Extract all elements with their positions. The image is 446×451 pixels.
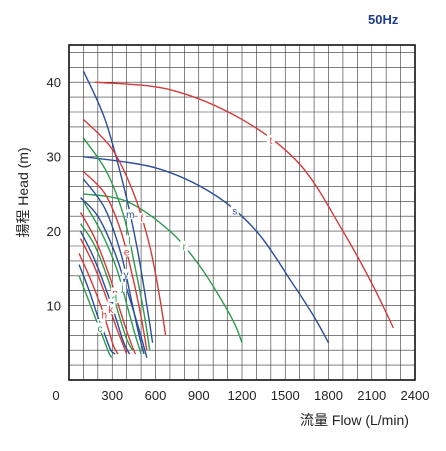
curve-label: f bbox=[140, 214, 143, 225]
plot-frame bbox=[68, 44, 416, 381]
curve-label-bg bbox=[118, 281, 127, 292]
pump-curves bbox=[78, 70, 395, 359]
x-tick-label: 900 bbox=[188, 388, 210, 403]
curve-label: s bbox=[232, 207, 237, 218]
curve-label-bg bbox=[106, 304, 115, 315]
curve-label-bg bbox=[107, 298, 116, 309]
curve-label: e bbox=[124, 247, 130, 258]
curve-label: y bbox=[123, 270, 128, 281]
x-axis-label: 流量 Flow (L/min) bbox=[300, 412, 409, 428]
curve-label-bg bbox=[100, 309, 109, 320]
curve-label: m bbox=[126, 210, 134, 221]
curve-label-bg bbox=[180, 240, 189, 251]
curve-labels: tsrmfleyjndzkhbc bbox=[95, 134, 275, 335]
x-tick-label: 0 bbox=[52, 388, 59, 403]
x-tick-label: 2100 bbox=[357, 388, 386, 403]
x-tick-label: 2400 bbox=[401, 388, 430, 403]
y-axis-label: 揚程 Head (m) bbox=[15, 147, 31, 237]
curve-label-bg bbox=[111, 287, 120, 298]
curve-label-bg bbox=[110, 292, 119, 303]
curve-label: h bbox=[102, 311, 108, 322]
curve-label: l bbox=[128, 236, 130, 247]
curve-label: j bbox=[120, 283, 123, 294]
curve-label-bg bbox=[230, 205, 239, 216]
y-tick-label: 30 bbox=[47, 150, 61, 165]
x-tick-label: 1800 bbox=[314, 388, 343, 403]
frequency-label: 50Hz bbox=[368, 12, 399, 27]
y-tick-label: 10 bbox=[47, 299, 61, 314]
x-tick-label: 600 bbox=[145, 388, 167, 403]
curve-label-bg bbox=[121, 268, 130, 279]
curve-label: c bbox=[97, 324, 102, 335]
curve-label-bg bbox=[95, 322, 104, 333]
y-tick-labels: 10 20 30 40 bbox=[47, 75, 61, 313]
grid bbox=[68, 45, 416, 381]
x-tick-label: 1200 bbox=[228, 388, 257, 403]
curve-f bbox=[82, 118, 167, 336]
y-tick-label: 40 bbox=[47, 75, 61, 90]
curve-label: k bbox=[108, 305, 114, 316]
y-tick-label: 20 bbox=[47, 224, 61, 239]
curve-t bbox=[94, 81, 395, 329]
x-tick-label: 300 bbox=[101, 388, 123, 403]
curve-label-bg bbox=[137, 212, 146, 223]
curve-label-bg bbox=[266, 134, 275, 145]
curve-label-bg bbox=[125, 235, 134, 246]
curve-label-bg bbox=[122, 246, 131, 257]
curve-label-bg bbox=[126, 209, 135, 220]
x-tick-labels: 0 300 600 900 1200 1500 1800 2100 2400 bbox=[52, 388, 429, 403]
curve-s bbox=[83, 155, 330, 344]
curve-label: r bbox=[183, 242, 187, 253]
curve-n bbox=[79, 212, 136, 355]
curve-label: t bbox=[269, 136, 272, 147]
x-tick-label: 1500 bbox=[271, 388, 300, 403]
